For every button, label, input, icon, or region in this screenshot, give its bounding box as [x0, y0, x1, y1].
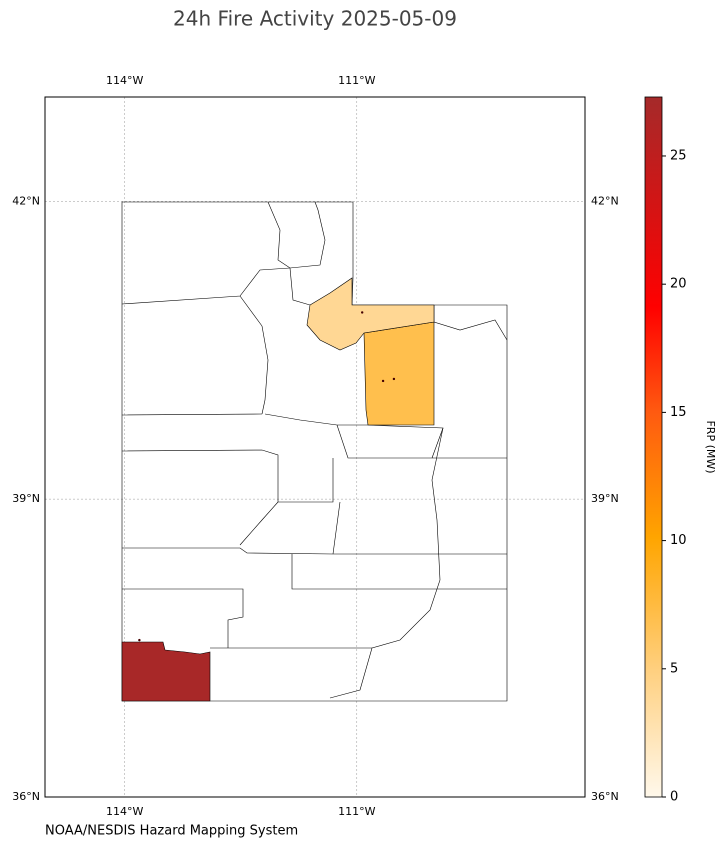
- county-region: [306, 277, 435, 351]
- fire-point: [392, 377, 396, 381]
- fire-point: [138, 638, 141, 642]
- state-outline: [121, 201, 508, 702]
- colorbar-tick-label: 5: [670, 661, 678, 676]
- source-note: NOAA/NESDIS Hazard Mapping System: [45, 824, 298, 839]
- county-region: [363, 321, 435, 426]
- map-frame: [44, 96, 586, 798]
- y-tick-label: 36°N: [12, 790, 40, 803]
- colorbar-tick-label: 10: [670, 533, 687, 548]
- x-tick-label: 111°W: [338, 805, 375, 818]
- colorbar-label: FRP (MW): [704, 420, 717, 473]
- y-tick-label: 42°N: [591, 194, 619, 207]
- y-tick-label: 36°N: [591, 790, 619, 803]
- colorbar-tick-label: 20: [670, 277, 687, 292]
- colorbar-tick-label: 0: [670, 790, 678, 805]
- chart-title: 24h Fire Activity 2025-05-09: [173, 7, 457, 31]
- colorbar-tick-label: 25: [670, 148, 687, 163]
- y-tick-label: 42°N: [12, 194, 40, 207]
- colorbar: [644, 96, 663, 798]
- x-tick-label: 111°W: [338, 74, 375, 87]
- colorbar-tick-label: 15: [670, 405, 687, 420]
- x-tick-label: 114°W: [106, 74, 143, 87]
- fire-point: [360, 311, 364, 314]
- y-tick-label: 39°N: [591, 492, 619, 505]
- fire-point: [381, 379, 385, 383]
- county-region: [121, 641, 211, 702]
- y-tick-label: 39°N: [12, 492, 40, 505]
- x-tick-label: 114°W: [106, 805, 143, 818]
